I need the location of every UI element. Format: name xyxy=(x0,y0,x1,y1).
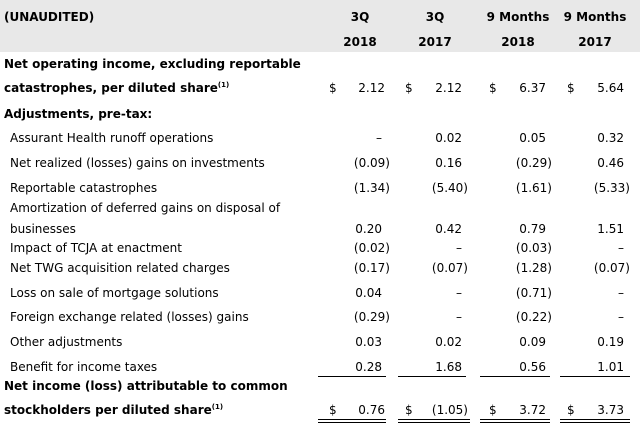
cell: 0.05 xyxy=(519,131,546,145)
cell: 0.02 xyxy=(435,131,462,145)
cell: (0.07) xyxy=(593,261,630,275)
row-label: Other adjustments xyxy=(10,335,123,349)
subtotal-rule xyxy=(560,376,630,377)
cell: – xyxy=(618,310,624,324)
subtotal-rule xyxy=(398,376,466,377)
cell: (1.28) xyxy=(515,261,552,275)
row-label: Foreign exchange related (losses) gains xyxy=(10,310,249,324)
cell: (0.03) xyxy=(515,241,552,255)
cell: (5.33) xyxy=(593,181,630,195)
cell: 0.04 xyxy=(355,286,382,300)
net-income-label-1: Net income (loss) attributable to common xyxy=(4,379,288,393)
cell: (0.22) xyxy=(515,310,552,324)
net-op-value-9m-2018: 6.37 xyxy=(519,81,546,95)
total-rule xyxy=(560,422,630,423)
cell: – xyxy=(456,310,462,324)
cell: 0.46 xyxy=(597,156,624,170)
currency-symbol: $ xyxy=(329,81,337,95)
net-op-value-9m-2017: 5.64 xyxy=(597,81,624,95)
header-label: (UNAUDITED) xyxy=(4,10,95,24)
row-label: Amortization of deferred gains on dispos… xyxy=(10,201,281,215)
cell: (0.17) xyxy=(353,261,390,275)
col-header-4-line1: 9 Months xyxy=(563,10,627,24)
net-income-value-9m-2018: 3.72 xyxy=(519,403,546,417)
total-rule xyxy=(318,422,386,423)
cell: 1.51 xyxy=(597,222,624,236)
col-header-2-line2: 2017 xyxy=(418,35,452,49)
net-op-value-q3-2018: 2.12 xyxy=(358,81,385,95)
total-rule xyxy=(480,422,550,423)
col-header-1-line2: 2018 xyxy=(343,35,377,49)
col-header-3-line1: 9 Months xyxy=(486,10,550,24)
cell: (0.29) xyxy=(353,310,390,324)
net-income-value-9m-2017: 3.73 xyxy=(597,403,624,417)
net-operating-income-label-1: Net operating income, excluding reportab… xyxy=(4,57,301,71)
cell: 0.32 xyxy=(597,131,624,145)
currency-symbol: $ xyxy=(405,81,413,95)
cell: 0.19 xyxy=(597,335,624,349)
col-header-1-line1: 3Q xyxy=(350,10,370,24)
total-rule xyxy=(398,419,470,420)
cell: 0.20 xyxy=(355,222,382,236)
currency-symbol: $ xyxy=(489,81,497,95)
cell: 0.42 xyxy=(435,222,462,236)
total-rule xyxy=(560,419,630,420)
cell: – xyxy=(376,131,382,145)
total-rule xyxy=(480,419,550,420)
cell: 0.16 xyxy=(435,156,462,170)
row-label: Net TWG acquisition related charges xyxy=(10,261,230,275)
cell: 0.02 xyxy=(435,335,462,349)
cell: (0.09) xyxy=(353,156,390,170)
row-label: Assurant Health runoff operations xyxy=(10,131,214,145)
currency-symbol: $ xyxy=(567,403,575,417)
cell: – xyxy=(456,241,462,255)
row-label: Net realized (losses) gains on investmen… xyxy=(10,156,265,170)
adjustments-label: Adjustments, pre-tax: xyxy=(4,107,153,121)
table-header-band xyxy=(0,0,640,52)
footnote-marker: (1) xyxy=(211,403,224,411)
footnote-marker: (1) xyxy=(217,81,230,89)
cell: 0.56 xyxy=(519,360,546,374)
cell: (0.07) xyxy=(431,261,468,275)
subtotal-rule xyxy=(318,376,386,377)
cell: (1.61) xyxy=(515,181,552,195)
cell: (0.02) xyxy=(353,241,390,255)
total-rule xyxy=(398,422,470,423)
net-income-value-q3-2018: 0.76 xyxy=(358,403,385,417)
cell: 0.79 xyxy=(519,222,546,236)
currency-symbol: $ xyxy=(489,403,497,417)
row-label: Impact of TCJA at enactment xyxy=(10,241,182,255)
net-operating-income-label-2: catastrophes, per diluted share(1) xyxy=(4,81,230,95)
cell: 0.28 xyxy=(355,360,382,374)
net-income-value-q3-2017: (1.05) xyxy=(431,403,468,417)
cell: 1.01 xyxy=(597,360,624,374)
row-label: Reportable catastrophes xyxy=(10,181,158,195)
col-header-4-line2: 2017 xyxy=(578,35,612,49)
cell: – xyxy=(456,286,462,300)
currency-symbol: $ xyxy=(567,81,575,95)
row-label: businesses xyxy=(10,222,76,236)
cell: (1.34) xyxy=(353,181,390,195)
cell: – xyxy=(618,241,624,255)
row-label: Loss on sale of mortgage solutions xyxy=(10,286,219,300)
cell: 0.09 xyxy=(519,335,546,349)
cell: (0.71) xyxy=(515,286,552,300)
col-header-2-line1: 3Q xyxy=(425,10,445,24)
total-rule xyxy=(318,419,386,420)
col-header-3-line2: 2018 xyxy=(501,35,535,49)
net-op-value-q3-2017: 2.12 xyxy=(435,81,462,95)
currency-symbol: $ xyxy=(405,403,413,417)
cell: 0.03 xyxy=(355,335,382,349)
currency-symbol: $ xyxy=(329,403,337,417)
cell: 1.68 xyxy=(435,360,462,374)
cell: (5.40) xyxy=(431,181,468,195)
cell: – xyxy=(618,286,624,300)
subtotal-rule xyxy=(480,376,550,377)
cell: (0.29) xyxy=(515,156,552,170)
row-label: Benefit for income taxes xyxy=(10,360,158,374)
net-income-label-2: stockholders per diluted share(1) xyxy=(4,403,224,417)
